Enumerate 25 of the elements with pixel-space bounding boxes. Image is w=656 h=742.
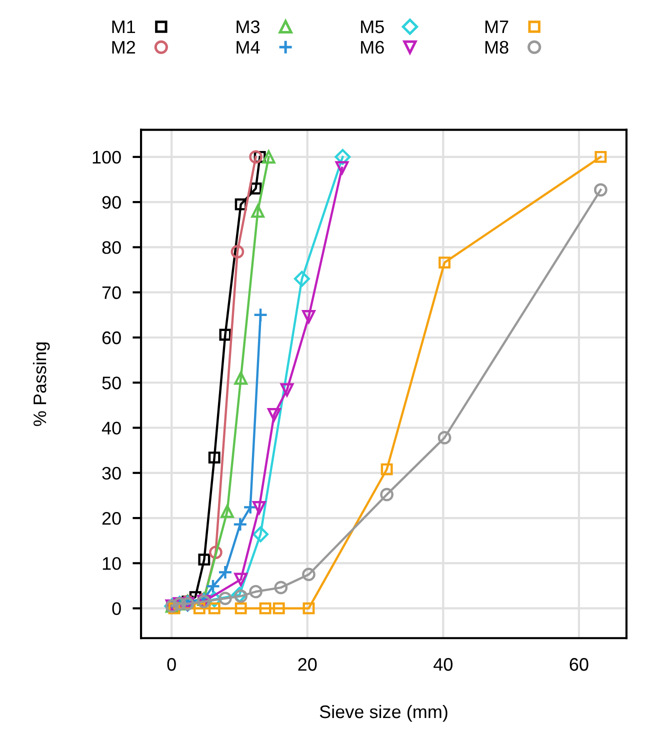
legend-label: M4 [236,41,260,54]
legend-label: M6 [361,40,384,54]
legend-label: M7 [485,20,508,34]
legend-label: M1 [112,20,136,34]
y-tick-label: 30 [102,466,121,480]
y-tick-label: 40 [102,422,121,434]
legend-label: M5 [361,20,384,34]
y-tick-label: 20 [102,512,121,525]
x-axis-title: Sieve size (mm) [320,704,448,722]
x-tick-label: 0 [167,658,176,671]
x-tick-label: 20 [298,658,317,671]
legend-label: M3 [236,20,260,34]
y-tick-label: 80 [102,241,121,254]
y-axis-title: % Passing [32,342,50,426]
x-tick-label: 60 [570,658,588,671]
y-tick-label: 100 [92,150,121,164]
y-tick-label: 50 [102,376,121,390]
y-tick-label: 0 [112,602,121,616]
legend-label: M8 [485,40,508,54]
x-tick-label: 40 [434,658,453,671]
y-tick-label: 90 [102,196,121,209]
y-tick-label: 10 [102,557,121,570]
y-tick-label: 60 [102,331,121,344]
legend-label: M2 [112,40,135,54]
y-tick-label: 70 [102,286,121,300]
